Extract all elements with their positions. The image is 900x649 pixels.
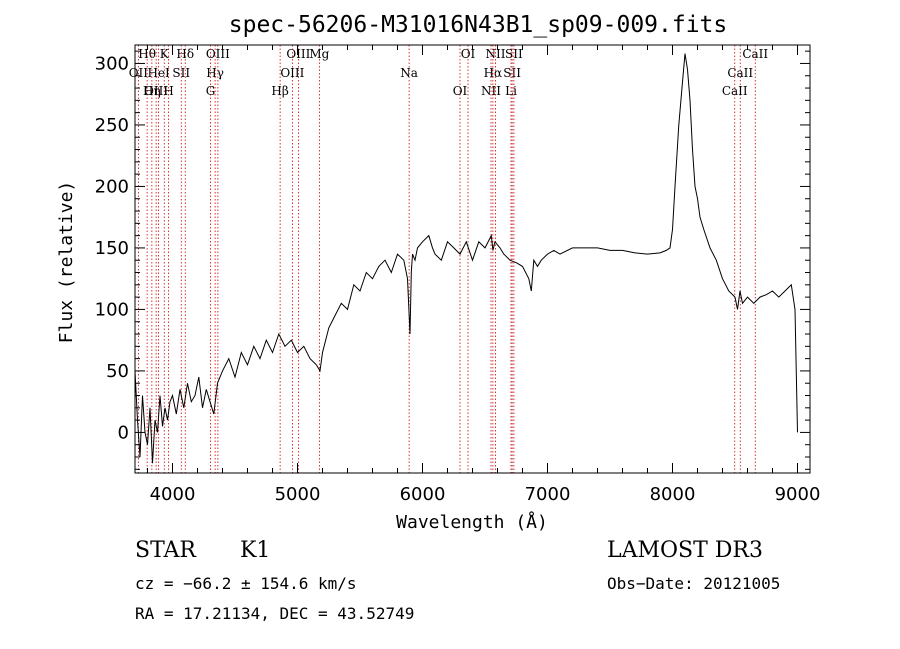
x-tick-label: 8000: [650, 484, 696, 505]
spectral-line-label: Li: [505, 84, 517, 98]
spectral-line-label: Hγ: [206, 66, 224, 80]
ra-dec-coordinates: RA = 17.21134, DEC = 43.52749: [135, 604, 415, 623]
spectral-line-label: Hθ: [138, 47, 156, 61]
spectral-line-label: OI: [453, 84, 468, 98]
spectral-line-label: OIII: [206, 47, 230, 61]
axis-ticks: 4000 5000 6000 7000 8000 9000 0 50 100 150 200 250 3…: [95, 45, 821, 505]
spectral-line-label: K: [160, 47, 170, 61]
spectral-line-label: HeI: [147, 66, 170, 80]
spectral-line-label: SII: [505, 47, 523, 61]
observation-date: Obs−Date: 20121005: [607, 574, 781, 593]
object-class: STAR: [135, 538, 196, 563]
spectral-line-label: H: [163, 84, 173, 98]
y-axis-label: Flux (relative): [56, 181, 77, 344]
x-tick-label: 9000: [775, 484, 821, 505]
spectral-line-label: Hδ: [176, 47, 194, 61]
x-tick-label: 5000: [275, 484, 321, 505]
spectral-line-label: OII: [129, 66, 149, 80]
spectral-line-label: OIII: [280, 66, 304, 80]
y-tick-label: 300: [95, 53, 129, 74]
spectral-line-label: Hβ: [271, 84, 288, 98]
spectral-line-label: NII: [481, 84, 501, 98]
chart-title: spec-56206-M31016N43B1_sp09-009.fits: [229, 12, 728, 38]
series-layer: [134, 53, 798, 464]
x-tick-label: 4000: [150, 484, 196, 505]
y-tick-label: 150: [95, 238, 129, 259]
x-tick-label: 6000: [400, 484, 446, 505]
spectral-line-label: OI: [461, 47, 476, 61]
spectral-line-label: Na: [400, 66, 418, 80]
x-axis-label: Wavelength (Å): [396, 511, 548, 533]
x-tick-label: 7000: [525, 484, 571, 505]
y-tick-label: 250: [95, 115, 129, 136]
spectral-line-label: CaII: [727, 66, 753, 80]
spectral-line-label: SII: [172, 66, 190, 80]
spectral-line-label: OIII: [286, 47, 310, 61]
y-tick-label: 50: [106, 361, 129, 382]
spectral-line-label: Mg: [309, 47, 329, 61]
y-tick-label: 0: [118, 422, 129, 443]
spectral-line-markers: HθOIIOIIIKHeIHηHδSIIHOIIIHγGOIIIOIIIHβMg…: [129, 45, 768, 473]
object-subclass: K1: [240, 538, 271, 563]
survey-name: LAMOST DR3: [607, 538, 763, 563]
redshift-velocity: cz = −66.2 ± 154.6 km/s: [135, 574, 357, 593]
spectral-line-label: Hη: [143, 84, 161, 98]
spectrum-line: [134, 53, 798, 464]
spectral-line-label: SII: [503, 66, 521, 80]
spectral-line-label: OIII: [144, 84, 168, 98]
spectral-line-label: CaII: [722, 84, 748, 98]
spectral-line-label: CaII: [742, 47, 768, 61]
spectral-line-label: Hα: [484, 66, 503, 80]
y-tick-label: 200: [95, 176, 129, 197]
spectral-line-label: G: [206, 84, 216, 98]
y-tick-label: 100: [95, 299, 129, 320]
spectral-line-label: NII: [486, 47, 506, 61]
